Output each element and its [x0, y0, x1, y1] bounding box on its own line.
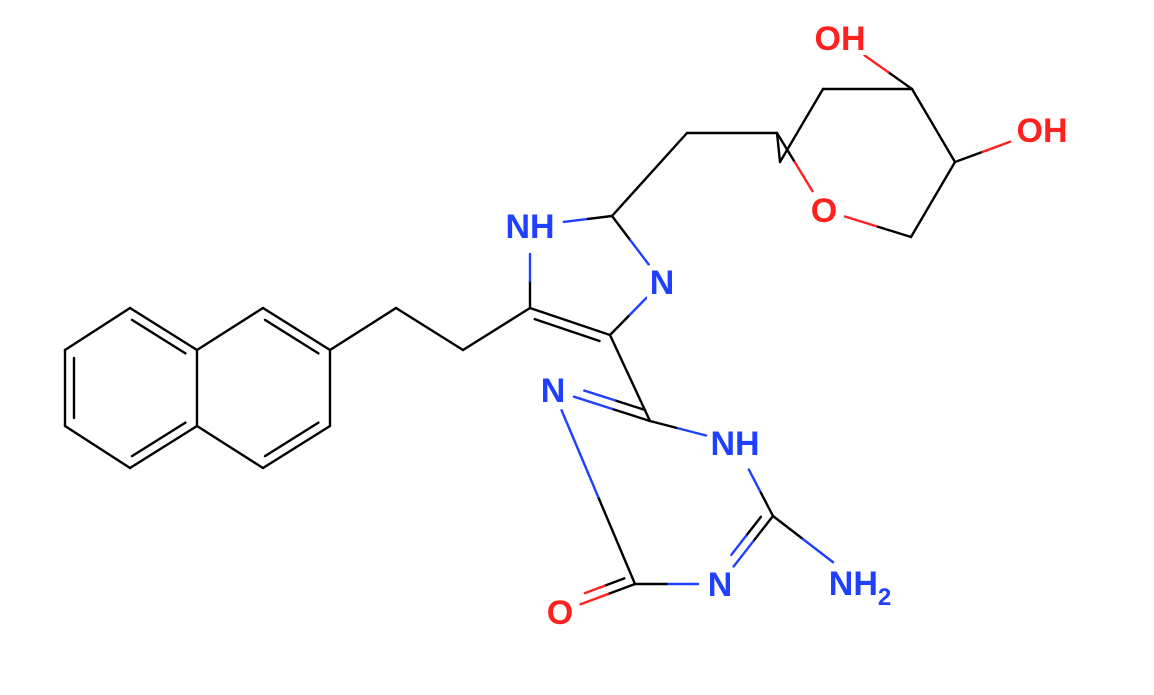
atom-label: NH: [710, 425, 759, 463]
molecule-diagram: NHNHNNNNNNNHNHOONH2NH2OOOHOHOHOH: [0, 0, 1154, 695]
atom-label: OH: [1017, 112, 1068, 150]
atom-label: O: [547, 594, 573, 632]
atom-label: O: [811, 192, 837, 230]
atom-label: OH: [815, 20, 866, 58]
atom-label: N: [650, 264, 675, 302]
atom-label: NH: [505, 208, 554, 246]
atom-label: N: [541, 372, 566, 410]
atom-label: NH2: [829, 565, 891, 611]
atom-label: N: [708, 566, 733, 604]
